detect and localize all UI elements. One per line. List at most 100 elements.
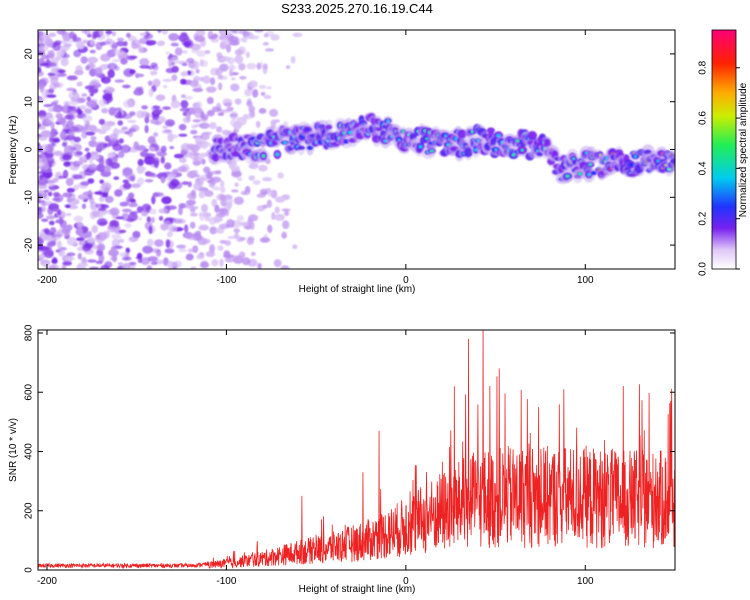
ridge-cyan bbox=[578, 172, 582, 176]
noise-blob bbox=[190, 212, 198, 217]
spectrogram-x-label: Height of straight line (km) bbox=[299, 284, 416, 295]
noise-blob bbox=[215, 126, 223, 133]
noise-blob bbox=[73, 136, 82, 143]
noise-blob bbox=[86, 237, 96, 243]
noise-blob bbox=[55, 82, 64, 88]
noise-blob bbox=[46, 94, 57, 98]
noise-blob bbox=[96, 204, 102, 209]
noise-blob bbox=[49, 62, 57, 67]
noise-blob bbox=[173, 260, 182, 268]
noise-blob bbox=[228, 68, 234, 77]
noise-blob bbox=[190, 129, 198, 135]
noise-blob bbox=[284, 211, 290, 216]
y-tick-label: 0 bbox=[24, 567, 35, 573]
noise-blob bbox=[83, 120, 89, 125]
ridge-blue bbox=[305, 128, 310, 132]
noise-blob bbox=[51, 178, 59, 183]
noise-blob bbox=[70, 126, 80, 132]
noise-blob bbox=[43, 117, 50, 125]
noise-blob bbox=[218, 207, 228, 215]
noise-blob bbox=[40, 77, 49, 85]
noise-blob bbox=[114, 79, 125, 83]
snr-panel: -200 -100 0 100 0 200 400 600 800 Height of str… bbox=[8, 324, 676, 595]
noise-blob bbox=[85, 131, 96, 136]
noise-blob bbox=[141, 110, 149, 119]
noise-blob bbox=[148, 208, 157, 215]
noise-blob bbox=[160, 145, 167, 153]
noise-blob bbox=[76, 265, 87, 269]
noise-blob bbox=[170, 61, 176, 66]
noise-blob bbox=[111, 42, 118, 52]
colorbar-tick-label: 0.6 bbox=[698, 111, 709, 125]
noise-blob bbox=[123, 99, 133, 109]
noise-blob bbox=[198, 224, 209, 231]
noise-blob bbox=[238, 251, 246, 259]
noise-blob bbox=[233, 196, 244, 205]
noise-blob bbox=[69, 31, 75, 39]
noise-blob bbox=[152, 192, 160, 198]
noise-blob bbox=[54, 230, 62, 240]
noise-blob bbox=[56, 117, 66, 124]
figure-title: S233.2025.270.16.19.C44 bbox=[281, 1, 433, 16]
noise-blob bbox=[201, 238, 211, 245]
noise-blob bbox=[41, 154, 47, 164]
noise-blob bbox=[176, 244, 187, 249]
noise-blob bbox=[213, 215, 221, 224]
noise-blob bbox=[256, 62, 261, 70]
noise-blob bbox=[140, 150, 149, 158]
noise-blob bbox=[162, 106, 171, 110]
snr-frame bbox=[37, 329, 676, 571]
noise-blob bbox=[214, 204, 220, 213]
noise-blob bbox=[69, 162, 80, 171]
noise-blob bbox=[171, 169, 179, 175]
noise-blob bbox=[44, 146, 49, 152]
noise-blob bbox=[52, 108, 61, 112]
ridge-cyan bbox=[520, 148, 524, 152]
noise-blob bbox=[60, 57, 69, 67]
noise-blob bbox=[198, 191, 206, 199]
noise-blob bbox=[270, 119, 277, 128]
noise-blob bbox=[290, 56, 296, 64]
noise-blob bbox=[98, 30, 104, 37]
ridge-core bbox=[536, 152, 544, 157]
noise-blob bbox=[43, 250, 54, 258]
noise-blob bbox=[185, 253, 194, 261]
noise-blob bbox=[246, 100, 253, 107]
noise-blob bbox=[258, 107, 267, 114]
noise-blob bbox=[100, 53, 111, 62]
noise-blob bbox=[52, 42, 61, 52]
noise-blob bbox=[120, 58, 128, 65]
noise-blob bbox=[267, 189, 272, 197]
noise-blob bbox=[116, 37, 125, 42]
noise-blob bbox=[238, 237, 246, 241]
noise-blob bbox=[260, 92, 266, 96]
noise-blob bbox=[89, 201, 99, 211]
colorbar: 0.0 0.2 0.4 0.6 0.8 Normalized spectral ampl… bbox=[698, 29, 749, 276]
snr-x-label: Height of straight line (km) bbox=[299, 584, 416, 595]
noise-blob bbox=[142, 245, 153, 254]
noise-blob bbox=[264, 48, 275, 52]
noise-blob bbox=[229, 119, 238, 127]
ridge-cyan bbox=[429, 149, 434, 153]
noise-blob bbox=[128, 202, 138, 208]
noise-blob bbox=[112, 253, 118, 263]
noise-blob bbox=[38, 98, 45, 102]
x-tick-label: 100 bbox=[577, 275, 594, 286]
noise-blob bbox=[140, 210, 149, 217]
noise-blob bbox=[137, 258, 143, 264]
ridge-cyan bbox=[604, 156, 609, 160]
noise-blob bbox=[204, 216, 211, 222]
noise-blob bbox=[69, 100, 79, 106]
noise-blob bbox=[55, 113, 64, 119]
noise-blob bbox=[173, 153, 185, 159]
noise-blob bbox=[223, 250, 231, 258]
noise-blob bbox=[102, 41, 111, 45]
noise-blob bbox=[88, 62, 94, 69]
colorbar-ticks: 0.0 0.2 0.4 0.6 0.8 bbox=[698, 60, 740, 276]
noise-blob bbox=[192, 245, 199, 254]
ridge-core bbox=[211, 153, 220, 162]
noise-blob bbox=[167, 224, 178, 233]
noise-blob bbox=[211, 259, 219, 267]
noise-blob bbox=[52, 138, 61, 143]
noise-blob bbox=[234, 98, 242, 105]
